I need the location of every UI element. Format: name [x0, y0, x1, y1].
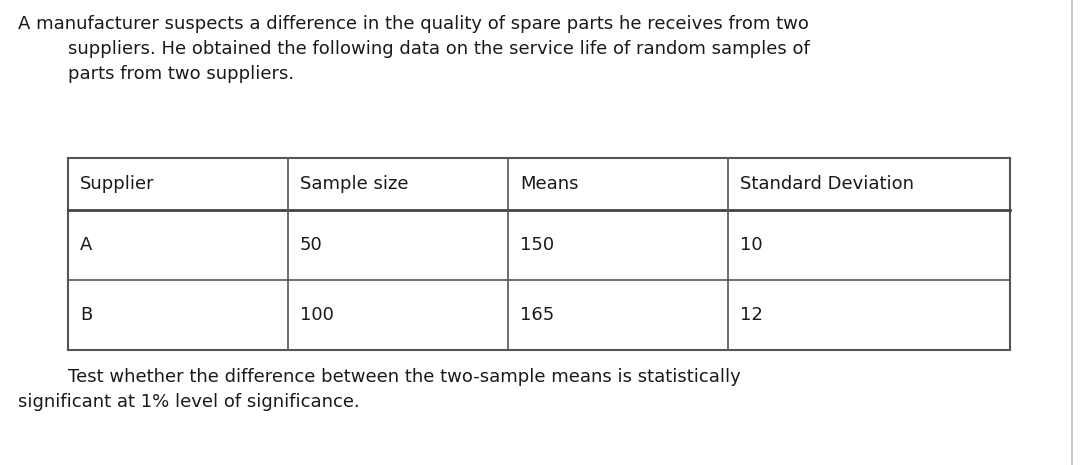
Text: significant at 1% level of significance.: significant at 1% level of significance. — [18, 393, 360, 411]
Text: Sample size: Sample size — [300, 175, 408, 193]
Text: 12: 12 — [740, 306, 762, 324]
Text: Test whether the difference between the two-sample means is statistically: Test whether the difference between the … — [68, 368, 741, 386]
Text: B: B — [80, 306, 92, 324]
Text: A: A — [80, 236, 93, 254]
Text: 50: 50 — [300, 236, 323, 254]
Text: parts from two suppliers.: parts from two suppliers. — [68, 65, 294, 83]
Text: A manufacturer suspects a difference in the quality of spare parts he receives f: A manufacturer suspects a difference in … — [18, 15, 809, 33]
Text: Standard Deviation: Standard Deviation — [740, 175, 914, 193]
Text: 150: 150 — [519, 236, 554, 254]
Text: 100: 100 — [300, 306, 334, 324]
Text: Supplier: Supplier — [80, 175, 154, 193]
Text: 165: 165 — [519, 306, 554, 324]
Text: Means: Means — [519, 175, 579, 193]
Text: suppliers. He obtained the following data on the service life of random samples : suppliers. He obtained the following dat… — [68, 40, 810, 58]
Text: 10: 10 — [740, 236, 762, 254]
